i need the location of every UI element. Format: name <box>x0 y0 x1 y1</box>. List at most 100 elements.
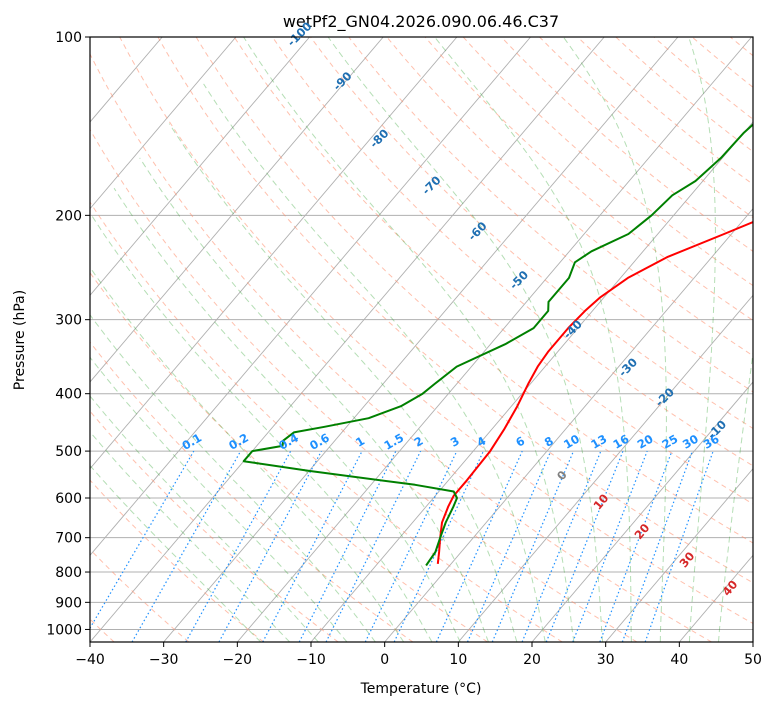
moist-adiabat-label: 0 <box>554 468 570 483</box>
moist-adiabat-line <box>243 37 575 642</box>
moist-adiabat-line <box>139 157 489 642</box>
mixing-ratio-label: 0.6 <box>307 431 332 453</box>
mixing-ratio-label: 1.5 <box>381 430 406 452</box>
dry-adiabat-line <box>615 37 753 153</box>
mixing-ratio-line <box>90 450 195 630</box>
x-tick-label: 20 <box>523 652 541 668</box>
moist-adiabat-line <box>113 187 461 642</box>
x-tick-label: 30 <box>597 652 615 668</box>
isotherm-line <box>605 467 753 642</box>
dry-adiabat-line <box>271 37 753 467</box>
x-tick-label: 40 <box>670 652 688 668</box>
y-tick-label: 500 <box>55 444 82 460</box>
isotherm-line <box>384 207 753 642</box>
isotherm-line <box>90 37 605 642</box>
x-tick-label: 50 <box>744 652 762 668</box>
dry-adiabat-line <box>768 37 775 642</box>
dry-adiabat-label: -60 <box>465 219 490 244</box>
dry-adiabat-line <box>691 37 753 88</box>
mixing-ratio-line <box>218 450 322 642</box>
moist-adiabat-label: 40 <box>719 577 740 598</box>
mixing-ratio-label: 30 <box>680 432 701 452</box>
y-tick-label: 300 <box>55 313 82 329</box>
mixing-ratio-label: 1 <box>353 434 367 450</box>
dewpoint-profile <box>242 123 753 567</box>
mixing-ratio-label: 20 <box>635 432 656 452</box>
isotherm-line <box>90 37 237 210</box>
mixing-ratio-label: 3 <box>448 434 462 450</box>
dry-adiabat-label: -50 <box>507 268 532 293</box>
mixing-ratio-label: 0.4 <box>276 430 301 452</box>
mixing-ratio-line <box>466 450 552 642</box>
dry-adiabat-line <box>90 271 488 642</box>
dry-adiabat-label: -30 <box>616 355 641 380</box>
isotherm-line <box>531 381 753 642</box>
dry-adiabat-line <box>90 341 414 642</box>
mixing-ratio-line <box>621 450 693 642</box>
y-axis-label: Pressure (hPa) <box>12 290 28 390</box>
isotherm-line <box>678 554 753 642</box>
isotherm-line <box>90 37 384 383</box>
mixing-ratio-label: 8 <box>542 434 556 450</box>
dry-adiabat-line <box>90 548 190 642</box>
dry-adiabat-line <box>195 37 753 544</box>
x-tick-label: −20 <box>223 652 253 668</box>
moist-adiabat-line <box>90 431 291 642</box>
x-tick-label: −30 <box>149 652 179 668</box>
dry-adiabat-line <box>424 37 753 321</box>
moist-adiabat-line <box>90 266 405 642</box>
mixing-ratio-line <box>131 450 242 642</box>
y-tick-label: 700 <box>55 531 82 547</box>
isotherm-line <box>163 37 679 642</box>
mixing-ratio-label: 2 <box>412 434 426 450</box>
dry-adiabat-line <box>90 479 264 642</box>
mixing-ratio-line <box>521 450 602 642</box>
mixing-ratio-line <box>491 450 575 642</box>
mixing-ratio-line <box>435 450 523 642</box>
moist-adiabat-line <box>168 123 518 642</box>
isotherm-line <box>90 37 458 470</box>
mixing-ratio-line <box>572 450 648 642</box>
mixing-ratio-label: 25 <box>659 432 680 452</box>
moist-adiabat-line <box>90 314 376 642</box>
y-tick-label: 100 <box>55 30 82 46</box>
mixing-ratio-line <box>599 450 673 642</box>
moist-adiabat-line <box>688 37 716 642</box>
moist-adiabat-line <box>90 395 319 642</box>
dry-adiabat-line <box>577 37 753 185</box>
dry-adiabat-line <box>90 410 339 642</box>
x-tick-label: −10 <box>296 652 326 668</box>
y-tick-label: 400 <box>55 387 82 403</box>
dry-adiabat-line <box>90 128 638 642</box>
dry-adiabat-label: -80 <box>367 126 392 151</box>
mixing-ratio-line <box>185 450 292 642</box>
x-tick-label: −40 <box>75 652 105 668</box>
dry-adiabat-line <box>233 37 753 505</box>
dry-adiabat-line <box>500 37 753 252</box>
moist-adiabat-line <box>327 37 604 642</box>
mixing-ratio-label: 16 <box>611 432 632 452</box>
mixing-ratio-label: 0.2 <box>226 430 251 452</box>
dry-adiabat-label: -40 <box>560 317 585 342</box>
moist-adiabat-label: 10 <box>590 491 611 512</box>
y-tick-label: 1000 <box>46 622 82 638</box>
plot-frame <box>89 36 754 643</box>
moist-adiabat-line <box>562 37 667 642</box>
dry-adiabat-line <box>157 37 753 584</box>
dry-adiabat-line <box>386 37 753 357</box>
y-tick-label: 600 <box>55 491 82 507</box>
dry-adiabat-line <box>119 37 753 625</box>
y-tick-label: 200 <box>55 208 82 224</box>
chart-title: wetPf2_GN04.2026.090.06.46.C37 <box>283 12 559 32</box>
dry-adiabat-line <box>90 52 712 642</box>
moist-adiabat-label: 30 <box>676 549 697 570</box>
moist-adiabat-line <box>434 37 632 642</box>
mixing-ratio-label: 6 <box>513 434 527 450</box>
y-tick-label: 900 <box>55 595 82 611</box>
dry-adiabat-label: -90 <box>330 69 355 94</box>
moist-adiabat-line <box>91 215 433 642</box>
y-tick-label: 800 <box>55 565 82 581</box>
moist-adiabat-line <box>90 356 348 642</box>
dry-adiabat-line <box>90 201 563 642</box>
x-axis-label: Temperature (°C) <box>360 681 482 697</box>
